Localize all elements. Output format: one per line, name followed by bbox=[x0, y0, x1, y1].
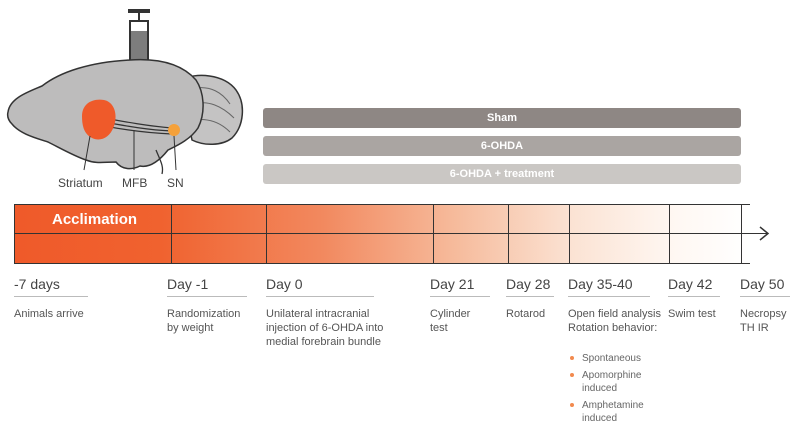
list-item: Spontaneous bbox=[568, 352, 678, 365]
group-bar-6-ohda: 6-OHDA bbox=[263, 136, 741, 156]
event-description: Open field analysis Rotation behavior: bbox=[568, 308, 661, 334]
event-divider bbox=[167, 296, 247, 297]
sn-label: SN bbox=[167, 176, 184, 190]
event-day: Day 42 bbox=[668, 276, 713, 292]
arrow-head-icon bbox=[750, 226, 770, 241]
timeline-tick bbox=[669, 204, 670, 264]
event-description: Animals arrive bbox=[14, 308, 84, 320]
event-description: Randomization by weight bbox=[167, 308, 241, 334]
list-item-label: Spontaneous bbox=[582, 353, 641, 364]
event-day: Day 50 bbox=[740, 276, 785, 292]
timeline-tick bbox=[433, 204, 434, 264]
event-day: Day 0 bbox=[266, 276, 303, 292]
timeline-tick bbox=[508, 204, 509, 264]
event-divider bbox=[506, 296, 554, 297]
event-divider bbox=[740, 296, 790, 297]
timeline-tick bbox=[569, 204, 570, 264]
timeline-bottom-line bbox=[14, 263, 750, 264]
timeline-tick bbox=[171, 204, 172, 264]
event-day: Day 28 bbox=[506, 276, 551, 292]
timeline-band bbox=[14, 204, 750, 264]
group-label: Sham bbox=[487, 112, 517, 124]
event-description: Unilateral intracranial injection of 6-O… bbox=[266, 308, 384, 348]
timeline-tick bbox=[741, 204, 742, 264]
event-day: Day 21 bbox=[430, 276, 475, 292]
event-divider bbox=[568, 296, 650, 297]
rotation-behavior-list: Spontaneous Apomorphine induced Amphetam… bbox=[568, 352, 678, 429]
event-divider bbox=[14, 296, 88, 297]
timeline-tick bbox=[14, 204, 15, 264]
bullet-dot bbox=[570, 403, 574, 407]
list-item: Apomorphine induced bbox=[568, 369, 678, 395]
event-divider bbox=[668, 296, 720, 297]
group-bar-sham: Sham bbox=[263, 108, 741, 128]
list-item-label: Apomorphine induced bbox=[582, 370, 642, 394]
event-description: Cylinder test bbox=[430, 308, 471, 334]
event-description: Necropsy TH IR bbox=[740, 308, 787, 334]
group-label: 6-OHDA bbox=[480, 140, 524, 152]
timeline-axis-line bbox=[14, 233, 750, 234]
timeline-tick bbox=[266, 204, 267, 264]
mfb-label: MFB bbox=[122, 176, 148, 190]
event-day: Day 35-40 bbox=[568, 276, 633, 292]
acclimation-label: Acclimation bbox=[52, 211, 138, 228]
list-item: Amphetamine induced bbox=[568, 399, 678, 425]
brain-illustration bbox=[6, 9, 244, 175]
bullet-dot bbox=[570, 373, 574, 377]
event-description: Rotarod bbox=[506, 308, 546, 320]
bullet-dot bbox=[570, 356, 574, 360]
event-description: Swim test bbox=[668, 308, 716, 320]
list-item-label: Amphetamine induced bbox=[582, 400, 644, 424]
timeline-top-line bbox=[14, 204, 750, 205]
group-bar-6-ohda-treatment: 6-OHDA + treatment bbox=[263, 164, 741, 184]
striatum-label: Striatum bbox=[58, 176, 103, 190]
event-divider bbox=[430, 296, 490, 297]
event-divider bbox=[266, 296, 374, 297]
event-day: -7 days bbox=[14, 276, 60, 292]
sn-shape bbox=[168, 124, 180, 136]
striatum-shape bbox=[82, 99, 116, 140]
group-label: 6-OHDA + treatment bbox=[449, 168, 555, 180]
event-day: Day -1 bbox=[167, 276, 209, 292]
